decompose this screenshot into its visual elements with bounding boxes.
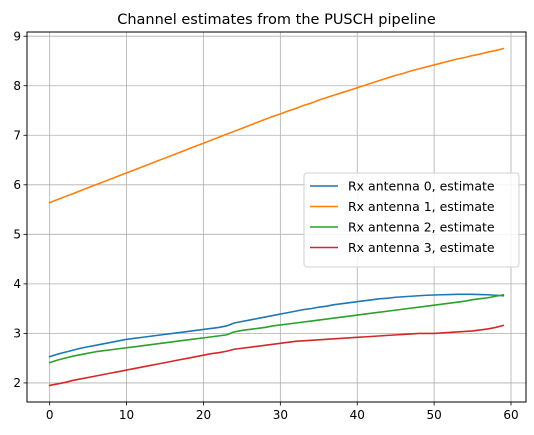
- x-tick-label: 10: [119, 408, 134, 422]
- y-tick-label: 5: [13, 228, 21, 242]
- y-tick-label: 7: [13, 129, 21, 143]
- x-tick-label: 50: [426, 408, 441, 422]
- series-line-0: [48, 293, 505, 358]
- y-tick-label: 4: [13, 277, 21, 291]
- plot-frame: [26, 31, 527, 403]
- y-tick-label: 9: [13, 30, 21, 44]
- series-lines: [48, 47, 505, 387]
- legend-box: [303, 172, 520, 268]
- y-tick-label: 3: [13, 327, 21, 341]
- axis-ticks: 0 10 20 30 40 50 60 2 3 4 5 6 7 8 9: [13, 30, 518, 422]
- y-tick-label: 8: [13, 79, 21, 93]
- y-tick-label: 2: [13, 376, 21, 390]
- legend-label-1: Rx antenna 1, estimate: [348, 199, 495, 214]
- series-line-3: [48, 324, 505, 387]
- series-line-1: [48, 47, 505, 204]
- legend: Rx antenna 0, estimate Rx antenna 1, esti…: [303, 172, 520, 268]
- x-tick-label: 40: [350, 408, 365, 422]
- x-tick-label: 60: [503, 408, 518, 422]
- x-tick-label: 0: [46, 408, 54, 422]
- x-tick-label: 30: [273, 408, 288, 422]
- chart-title: Channel estimates from the PUSCH pipelin…: [117, 12, 436, 28]
- legend-label-2: Rx antenna 2, estimate: [348, 220, 495, 235]
- legend-label-3: Rx antenna 3, estimate: [348, 240, 495, 255]
- series-line-2: [48, 293, 505, 364]
- y-tick-label: 6: [13, 178, 21, 192]
- x-tick-label: 20: [196, 408, 211, 422]
- legend-label-0: Rx antenna 0, estimate: [348, 179, 495, 194]
